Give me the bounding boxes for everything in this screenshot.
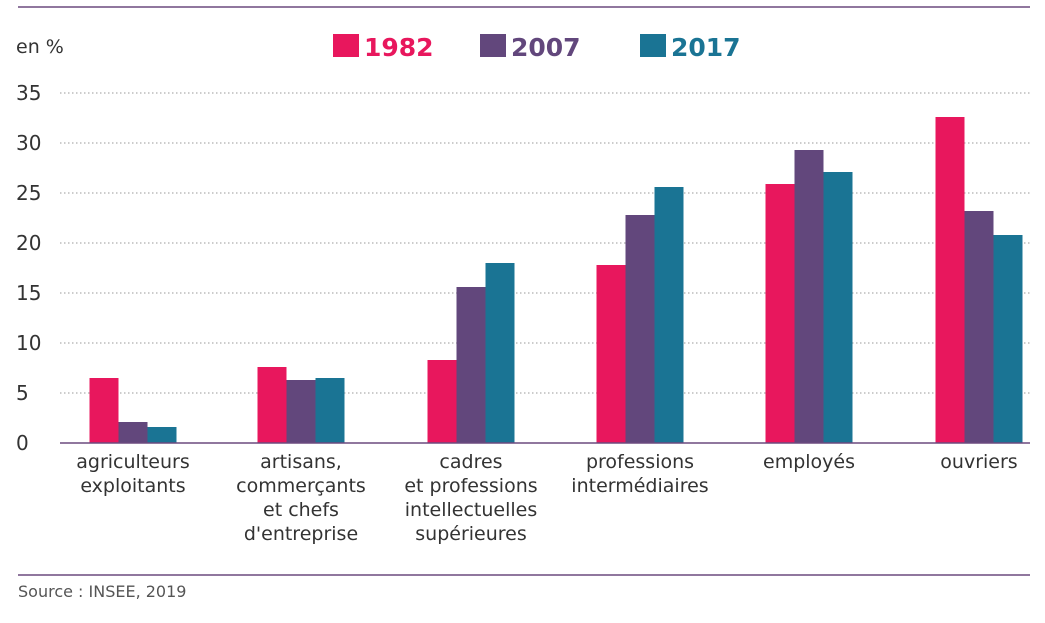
x-category-label: cadres et professions intellectuelles supér… xyxy=(404,451,537,545)
bar-2017-2 xyxy=(485,263,515,443)
x-category-label-line: ouvriers xyxy=(940,451,1017,473)
x-category-label: agriculteurs exploitants xyxy=(76,451,189,497)
bar-1982-0 xyxy=(89,378,119,443)
y-tick-label: 15 xyxy=(16,281,41,305)
y-tick-label: 5 xyxy=(16,381,29,405)
bar-2007-3 xyxy=(625,215,655,443)
x-category-label-line: d'entreprise xyxy=(244,523,358,545)
y-tick-label: 0 xyxy=(16,431,29,455)
bar-1982-2 xyxy=(427,360,457,443)
source-note: Source : INSEE, 2019 xyxy=(18,582,186,601)
y-unit-label: en % xyxy=(16,36,64,58)
gridlines xyxy=(60,92,1030,394)
bar-2017-4 xyxy=(823,172,853,443)
legend: 1982 2007 2017 xyxy=(333,33,741,62)
x-category-label-line: exploitants xyxy=(80,475,185,497)
bar-2007-5 xyxy=(964,211,994,443)
y-tick-label: 10 xyxy=(16,331,41,355)
x-category-label-line: artisans, xyxy=(260,451,342,473)
y-axis-ticks: 0 5 10 15 20 25 30 35 xyxy=(16,81,41,455)
legend-swatch-1982 xyxy=(333,34,359,57)
bars xyxy=(89,117,1023,443)
bar-1982-5 xyxy=(935,117,965,443)
bar-1982-1 xyxy=(257,367,287,443)
bar-2007-2 xyxy=(456,287,486,443)
bar-2007-4 xyxy=(794,150,824,443)
legend-label-1982: 1982 xyxy=(364,33,434,62)
x-category-label-line: et professions xyxy=(404,475,537,497)
bar-2017-0 xyxy=(147,427,177,443)
x-category-label: ouvriers xyxy=(940,451,1017,473)
x-category-label-line: supérieures xyxy=(415,523,527,545)
x-category-label: artisans, commerçants et chefs d'entreprise xyxy=(236,451,366,545)
x-category-label-line: professions xyxy=(586,451,694,473)
legend-swatch-2007 xyxy=(480,34,506,57)
bar-2017-5 xyxy=(993,235,1023,443)
bar-2017-3 xyxy=(654,187,684,443)
x-category-label-line: intellectuelles xyxy=(405,499,537,521)
legend-swatch-2017 xyxy=(640,34,666,57)
x-category-label-line: employés xyxy=(763,451,855,473)
bar-2007-1 xyxy=(286,380,316,443)
legend-label-2007: 2007 xyxy=(511,33,581,62)
x-category-label-line: et chefs xyxy=(263,499,339,521)
x-category-label-line: agriculteurs xyxy=(76,451,189,473)
bar-1982-4 xyxy=(765,184,795,443)
category-labels: agriculteurs exploitants artisans, commerça… xyxy=(76,451,1017,545)
x-category-label: employés xyxy=(763,451,855,473)
y-tick-label: 30 xyxy=(16,131,41,155)
bar-2017-1 xyxy=(315,378,345,443)
y-tick-label: 25 xyxy=(16,181,41,205)
legend-label-2017: 2017 xyxy=(671,33,741,62)
y-tick-label: 35 xyxy=(16,81,41,105)
x-category-label-line: intermédiaires xyxy=(571,475,708,497)
bar-1982-3 xyxy=(596,265,626,443)
bar-2007-0 xyxy=(118,422,148,443)
x-category-label-line: cadres xyxy=(439,451,502,473)
x-category-label-line: commerçants xyxy=(236,475,366,497)
y-tick-label: 20 xyxy=(16,231,41,255)
x-category-label: professions intermédiaires xyxy=(571,451,708,497)
